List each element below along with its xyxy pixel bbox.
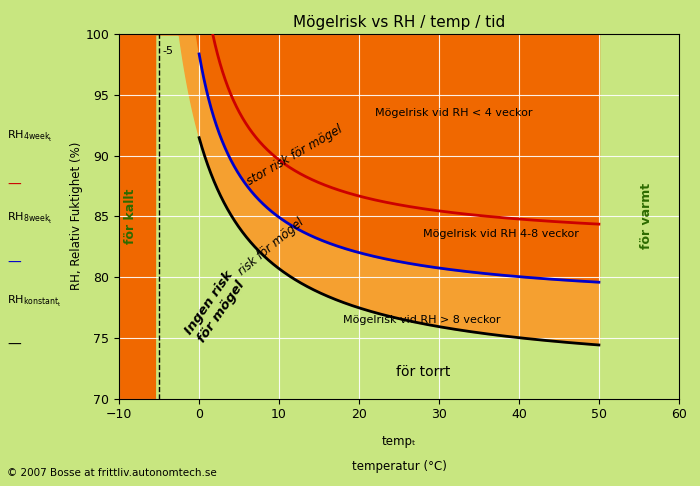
Text: för torrt: för torrt <box>395 365 450 379</box>
Text: tempₜ: tempₜ <box>382 435 416 448</box>
Text: $\mathrm{RH_{konstant_t}}$: $\mathrm{RH_{konstant_t}}$ <box>7 294 62 309</box>
Text: stor risk för mögel: stor risk för mögel <box>245 123 345 188</box>
Text: $\mathrm{RH_{4week_t}}$: $\mathrm{RH_{4week_t}}$ <box>7 129 52 143</box>
Text: Mögelrisk vid RH 4-8 veckor: Mögelrisk vid RH 4-8 veckor <box>423 229 579 240</box>
Title: Mögelrisk vs RH / temp / tid: Mögelrisk vs RH / temp / tid <box>293 15 505 30</box>
Text: Ingen risk
för mögel: Ingen risk för mögel <box>182 269 248 346</box>
Text: för kallt: för kallt <box>125 189 137 244</box>
Text: risk för mögel: risk för mögel <box>236 215 307 278</box>
Text: -5: -5 <box>162 46 173 56</box>
Text: temperatur (°C): temperatur (°C) <box>351 461 447 473</box>
Text: —: — <box>7 256 21 269</box>
Text: $\mathrm{RH_{8week_t}}$: $\mathrm{RH_{8week_t}}$ <box>7 211 52 226</box>
Text: för varmt: för varmt <box>640 183 654 249</box>
Text: —: — <box>7 178 21 191</box>
Text: —: — <box>7 338 21 352</box>
Text: Mögelrisk vid RH < 4 veckor: Mögelrisk vid RH < 4 veckor <box>375 108 533 118</box>
Text: Mögelrisk vid RH > 8 veckor: Mögelrisk vid RH > 8 veckor <box>343 314 500 325</box>
Y-axis label: RH, Relativ Fuktighet (%): RH, Relativ Fuktighet (%) <box>69 142 83 291</box>
Text: © 2007 Bosse at frittliv.autonomtech.se: © 2007 Bosse at frittliv.autonomtech.se <box>7 469 217 478</box>
